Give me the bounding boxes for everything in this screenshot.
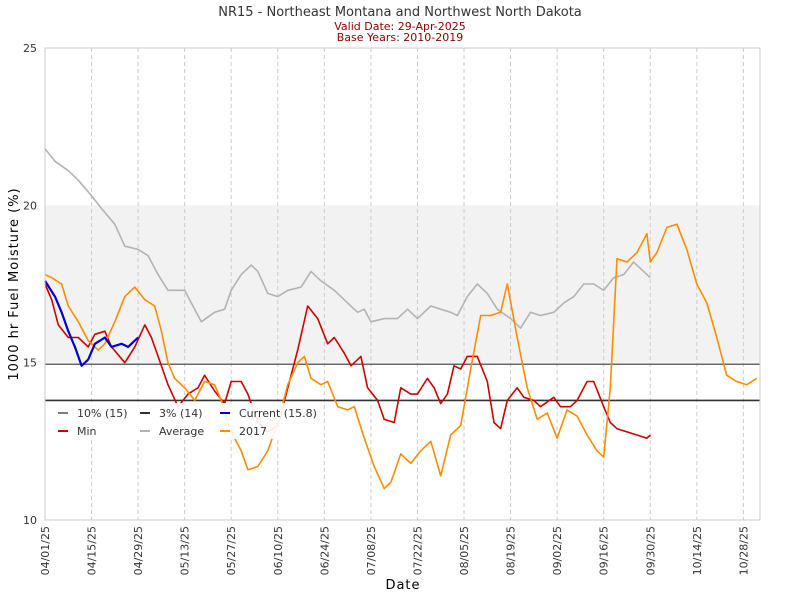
x-axis-title: Date xyxy=(385,578,420,593)
x-tick-label: 06/24/25 xyxy=(318,526,331,575)
x-tick-label: 05/13/25 xyxy=(179,526,192,575)
x-tick-label: 06/10/25 xyxy=(272,526,285,575)
x-tick-label: 07/08/25 xyxy=(365,526,378,575)
x-tick-label: 09/02/25 xyxy=(551,526,564,575)
series-line-2017 xyxy=(44,223,758,490)
x-tick-label: 10/28/25 xyxy=(737,526,750,575)
x-tick-label: 10/14/25 xyxy=(691,526,704,575)
legend-label: Current (15.8) xyxy=(239,407,317,420)
x-tick-label: 05/27/25 xyxy=(225,526,238,575)
legend-label: Average xyxy=(159,425,204,438)
x-tick-label: 08/19/25 xyxy=(505,526,518,575)
legend-label: 2017 xyxy=(239,425,267,438)
legend-label: 3% (14) xyxy=(159,407,203,420)
x-tick-label: 04/29/25 xyxy=(132,526,145,575)
x-tick-label: 09/16/25 xyxy=(598,526,611,575)
x-tick-label: 04/01/25 xyxy=(39,526,52,575)
legend-label: Min xyxy=(77,425,97,438)
series-line-min xyxy=(44,283,651,440)
y-tick-label: 20 xyxy=(23,199,37,212)
x-tick-label: 08/05/25 xyxy=(458,526,471,575)
x-tick-label: 07/22/25 xyxy=(411,526,424,575)
legend-label: 10% (15) xyxy=(77,407,128,420)
x-tick-label: 09/30/25 xyxy=(644,526,657,575)
y-tick-label: 15 xyxy=(23,357,37,370)
legend: 10% (15) 3% (14) Current (15.8) Min Average 2… xyxy=(50,403,317,439)
plot-area xyxy=(44,47,761,521)
chart-subtitle-valid-date: Valid Date: 29-Apr-2025 xyxy=(334,20,466,33)
legend-background xyxy=(50,403,310,439)
series-line-average xyxy=(44,148,651,329)
y-tick-label: 25 xyxy=(23,42,37,55)
chart-subtitle-base-years: Base Years: 2010-2019 xyxy=(337,31,463,44)
series-line-current-15-8 xyxy=(44,280,139,367)
y-tick-label: 10 xyxy=(23,514,37,527)
chart-title: NR15 - Northeast Montana and Northwest N… xyxy=(218,5,582,20)
y-axis-title: 1000 hr Fuel Moisture (%) xyxy=(7,187,22,380)
x-tick-label: 04/15/25 xyxy=(86,526,99,575)
